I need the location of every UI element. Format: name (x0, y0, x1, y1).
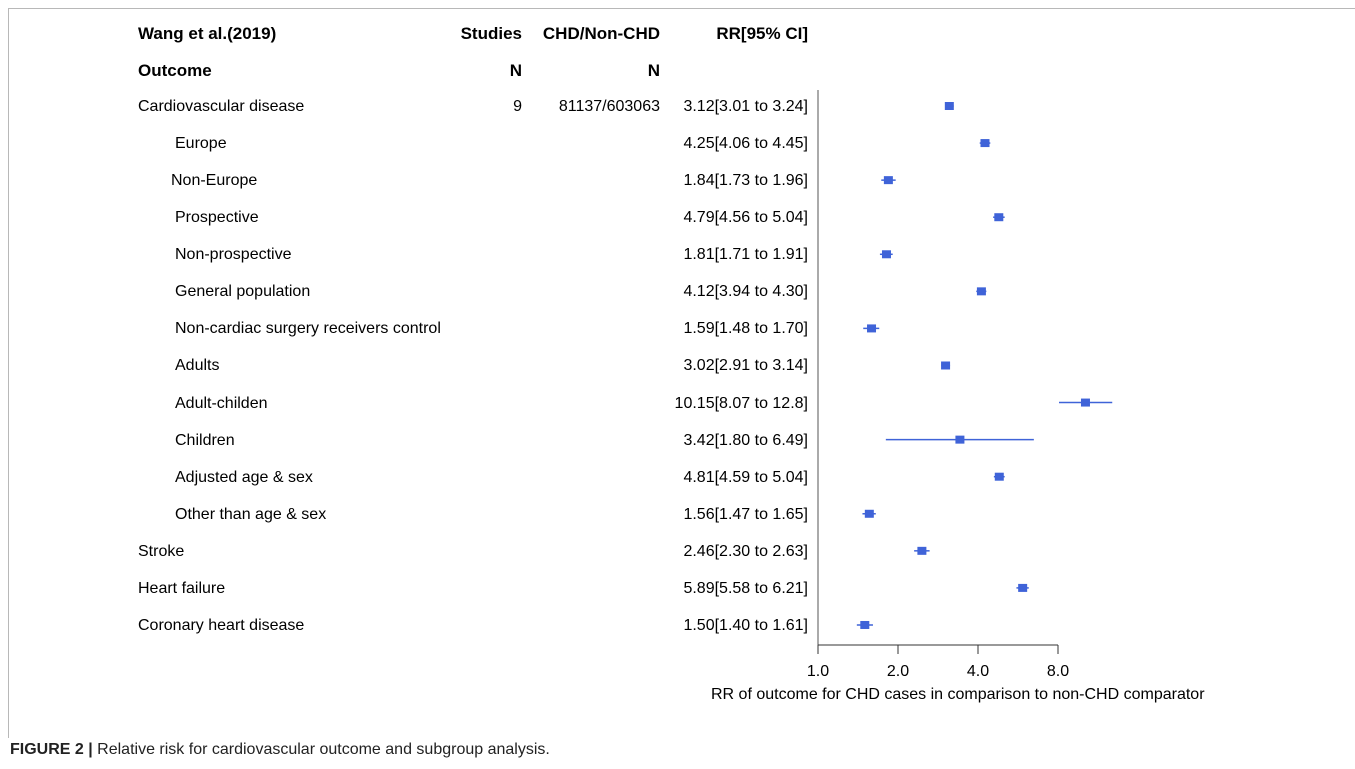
point-estimate-marker (917, 546, 927, 555)
point-estimate-marker (864, 509, 874, 518)
row-rr: 1.84[1.73 to 1.96] (683, 172, 808, 190)
figure-frame-top (8, 8, 1355, 9)
point-estimate-marker (867, 324, 877, 333)
x-tick-label: 2.0 (886, 663, 910, 680)
row-rr: 4.25[4.06 to 4.45] (683, 135, 808, 153)
header-chd-n: N (647, 61, 660, 80)
point-estimate-marker (860, 620, 870, 629)
row-rr: 1.81[1.71 to 1.91] (683, 246, 808, 264)
row-rr: 2.46[2.30 to 2.63] (683, 542, 808, 560)
point-estimate-marker (883, 176, 893, 185)
row-rr: 10.15[8.07 to 12.8] (674, 394, 808, 412)
point-estimate-marker (1080, 398, 1090, 407)
point-estimate-marker (941, 361, 951, 370)
figure-frame-left (8, 8, 9, 738)
x-tick-label: 1.0 (806, 663, 830, 680)
point-estimate-marker (994, 213, 1004, 222)
x-tick-label: 4.0 (966, 663, 990, 680)
header-rr: RR[95% CI] (716, 24, 808, 43)
row-label: Non-Europe (171, 172, 258, 190)
row-rr: 1.56[1.47 to 1.65] (683, 505, 808, 523)
row-label: Adults (175, 357, 220, 375)
header-studies: Studies (460, 24, 522, 43)
point-estimate-marker (881, 250, 891, 259)
row-rr: 4.12[3.94 to 4.30] (683, 283, 808, 301)
row-rr: 3.02[2.91 to 3.14] (683, 357, 808, 375)
row-rr: 1.59[1.48 to 1.70] (683, 320, 808, 338)
row-label: Coronary heart disease (138, 616, 305, 634)
header-studies-n: N (509, 61, 522, 80)
header-chd: CHD/Non-CHD (542, 24, 660, 43)
row-label: Stroke (138, 542, 185, 560)
row-label: Adult-childen (175, 394, 268, 412)
row-label: Adjusted age & sex (175, 468, 313, 486)
row-rr: 4.79[4.56 to 5.04] (683, 209, 808, 227)
x-tick-label: 8.0 (1046, 663, 1070, 680)
point-estimate-marker (976, 287, 986, 296)
point-estimate-marker (1018, 583, 1028, 592)
caption-label: FIGURE 2 | (10, 741, 93, 758)
row-label: Cardiovascular disease (138, 98, 305, 115)
figure-caption: FIGURE 2 | Relative risk for cardiovascu… (10, 741, 550, 759)
row-n: 81137/603063 (558, 98, 660, 115)
row-label: General population (175, 283, 311, 301)
point-estimate-marker (994, 472, 1004, 481)
row-label: Other than age & sex (175, 505, 327, 523)
row-label: Non-prospective (175, 246, 292, 264)
row-rr: 4.81[4.59 to 5.04] (683, 468, 808, 486)
x-axis-label: RR of outcome for CHD cases in compariso… (711, 686, 1205, 703)
row-rr: 1.50[1.40 to 1.61] (683, 616, 808, 634)
row-rr: 5.89[5.58 to 6.21] (683, 579, 808, 597)
point-estimate-marker (980, 139, 990, 148)
row-rr: 3.42[1.80 to 6.49] (683, 431, 808, 449)
row-label: Children (175, 431, 235, 449)
row-label: Prospective (175, 209, 259, 227)
row-label: Heart failure (138, 579, 226, 597)
header-outcome: Outcome (138, 61, 212, 80)
caption-text: Relative risk for cardiovascular outcome… (92, 741, 550, 758)
point-estimate-marker (955, 435, 965, 444)
row-studies: 9 (513, 98, 522, 115)
row-label: Europe (175, 135, 227, 153)
point-estimate-marker (944, 102, 954, 110)
study-title: Wang et al.(2019) (138, 24, 277, 43)
row-rr: 3.12[3.01 to 3.24] (683, 98, 808, 115)
row-label: Non-cardiac surgery receivers control (175, 320, 441, 338)
